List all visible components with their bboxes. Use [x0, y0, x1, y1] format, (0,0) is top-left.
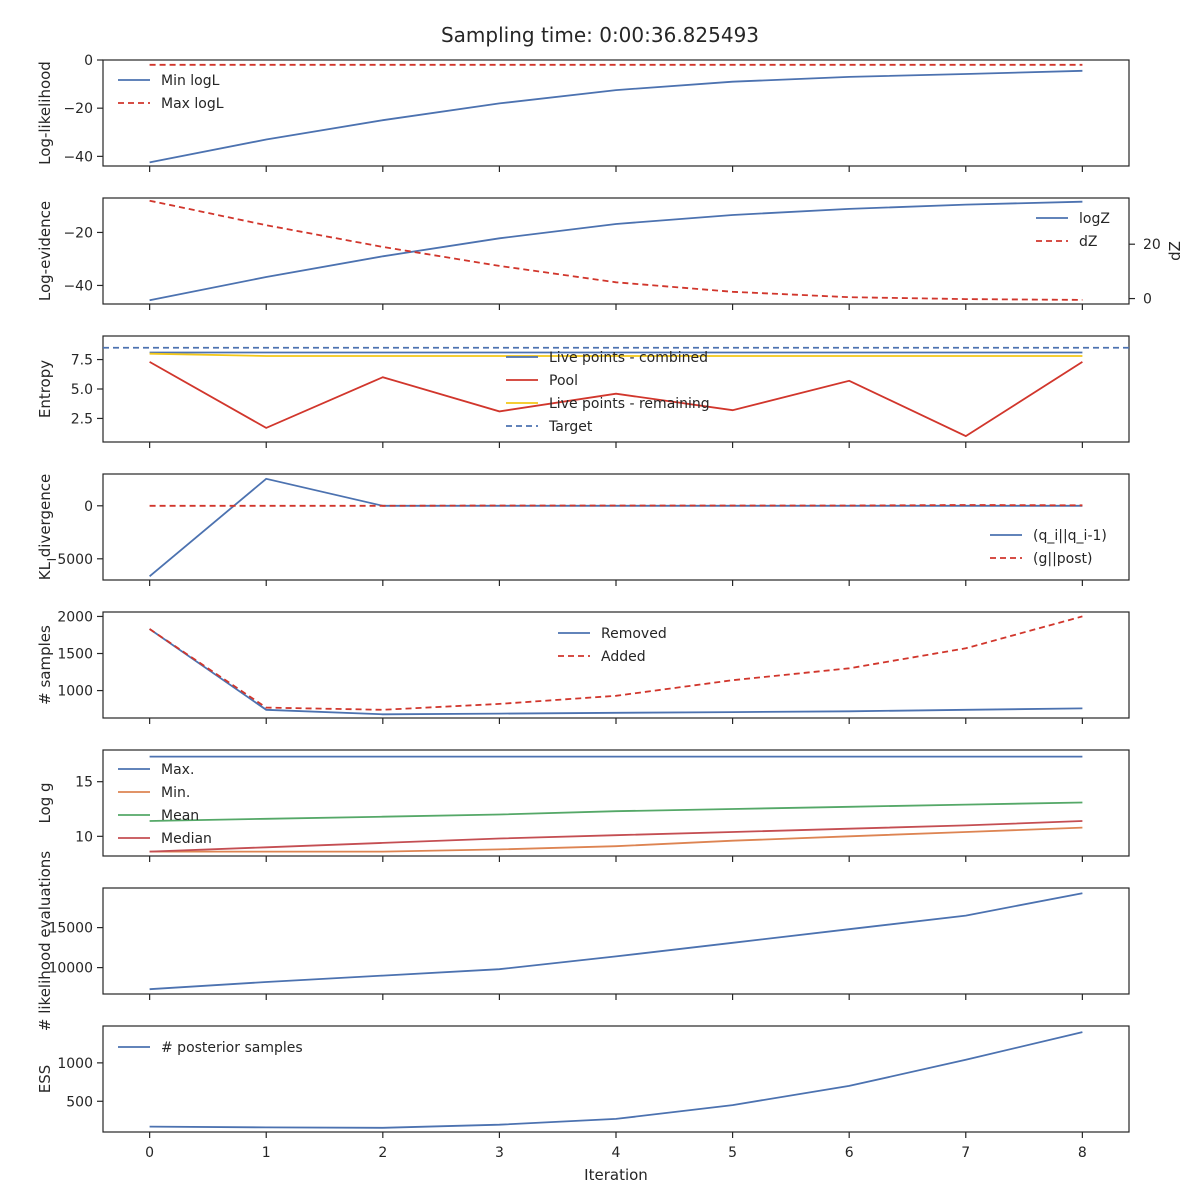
y-tick-label: 1000	[57, 684, 93, 700]
legend-label: Mean	[161, 808, 199, 824]
y-tick-label: −40	[63, 149, 93, 165]
series-line	[149, 200, 1083, 302]
series-line	[149, 352, 1083, 357]
y-tick-label: 2000	[57, 609, 93, 625]
y-tick-label: −20	[63, 225, 93, 241]
legend-label: Min.	[161, 785, 190, 801]
y-axis-label: # likelihood evaluations	[36, 851, 54, 1031]
legend-label: Pool	[549, 373, 578, 389]
series-line	[149, 69, 1083, 164]
legend-label: Target	[548, 419, 593, 435]
panel-7: 15000 10000# likelihood evaluations	[36, 851, 1130, 1031]
legend-label: dZ	[1079, 234, 1097, 250]
x-axis-label: Iteration	[584, 1166, 648, 1184]
series-line	[149, 615, 1083, 711]
y2-tick-label: 0	[1143, 292, 1152, 308]
legend-label: Median	[161, 831, 212, 847]
axes-frame	[102, 473, 1130, 581]
series-line	[149, 361, 1083, 438]
legend: logZ dZ	[1036, 211, 1110, 250]
panel-6: 15 10 Log g Max. Min. Mean Median	[36, 749, 1130, 862]
legend: Live points - combined Pool Live points - …	[506, 350, 710, 435]
legend-label: (g||post)	[1033, 551, 1092, 567]
legend: Min logL Max logL	[118, 73, 224, 112]
legend: # posterior samples	[118, 1040, 303, 1056]
legend: Max. Min. Mean Median	[118, 762, 212, 847]
y-tick-label: 2.5	[71, 411, 93, 427]
y-axis-label: Entropy	[36, 360, 54, 418]
series-line	[149, 199, 1083, 301]
y-tick-label: 10	[75, 829, 93, 845]
x-tick-label: 0	[145, 1145, 154, 1161]
axes-frame	[102, 197, 1130, 305]
axes-frame	[102, 59, 1130, 167]
legend-label: # posterior samples	[161, 1040, 303, 1056]
axes-frame	[102, 887, 1130, 995]
series-line	[149, 892, 1083, 991]
x-tick-label: 8	[1078, 1145, 1087, 1161]
x-tick-label: 7	[961, 1145, 970, 1161]
legend-label: Max.	[161, 762, 194, 778]
legend-label: (q_i||q_i-1)	[1033, 528, 1107, 544]
legend-label: Removed	[601, 626, 667, 642]
y-tick-label: 15	[75, 775, 93, 791]
axes-frame	[102, 749, 1130, 857]
series-line	[149, 826, 1083, 853]
panel-3: 7.5 5.0 2.5 Entropy Live points - combined Po…	[36, 335, 1130, 448]
panel-2: −20 −40 Log-evidence 20 0 dZ logZ dZ	[36, 197, 1184, 310]
y-tick-label: −40	[63, 278, 93, 294]
x-tick-label: 2	[378, 1145, 387, 1161]
x-tick-label: 6	[845, 1145, 854, 1161]
y-tick-label: −20	[63, 101, 93, 117]
y-axis-label: Log-likelihood	[36, 61, 54, 165]
legend-label: Added	[601, 649, 646, 665]
y-tick-label: 0	[84, 499, 93, 515]
series-line	[149, 1031, 1083, 1129]
y-axis-label: KL divergence	[36, 474, 54, 580]
y-axis-label: Log-evidence	[36, 201, 54, 301]
panel-8: 1000 500 0 1 2 3 4 5 6 7 8 ESS # posterior samples It…	[36, 1025, 1130, 1184]
y-tick-label: 1000	[57, 1056, 93, 1072]
y-tick-label: 1500	[57, 647, 93, 663]
y-tick-label: 7.5	[71, 353, 93, 369]
y-tick-label: 500	[66, 1094, 93, 1110]
series-line	[149, 477, 1083, 577]
y2-axis-label: dZ	[1166, 241, 1184, 261]
series-line	[149, 504, 1083, 507]
y-tick-label: −5000	[46, 552, 93, 568]
legend: Removed Added	[558, 626, 667, 665]
legend-label: Live points - remaining	[549, 396, 710, 412]
y-axis-label: Log g	[36, 782, 54, 823]
panel-1: 0 −20 −40 Log-likelihood Min logL Max logL	[36, 53, 1130, 172]
legend: (q_i||q_i-1) (g||post)	[990, 528, 1107, 567]
x-tick-label: 4	[612, 1145, 621, 1161]
x-tick-label: 3	[495, 1145, 504, 1161]
legend-label: logZ	[1079, 211, 1110, 227]
figure-title: Sampling time: 0:00:36.825493	[441, 23, 759, 47]
x-tick-label: 1	[262, 1145, 271, 1161]
y-axis-label: ESS	[36, 1065, 54, 1094]
y2-tick-label: 20	[1143, 237, 1161, 253]
y-tick-label: 5.0	[71, 382, 93, 398]
y-tick-label: 10000	[48, 961, 93, 977]
series-line	[149, 801, 1083, 822]
x-tick-label: 5	[728, 1145, 737, 1161]
y-axis-label: # samples	[36, 625, 54, 705]
y-tick-label: 0	[84, 53, 93, 69]
series-line	[149, 628, 1083, 716]
legend-label: Min logL	[161, 73, 220, 89]
series-line	[149, 820, 1083, 853]
panel-5: 2000 1500 1000# samples Removed Added	[36, 609, 1130, 724]
legend-label: Live points - combined	[549, 350, 708, 366]
legend-label: Max logL	[161, 96, 224, 112]
y-tick-label: 15000	[48, 921, 93, 937]
